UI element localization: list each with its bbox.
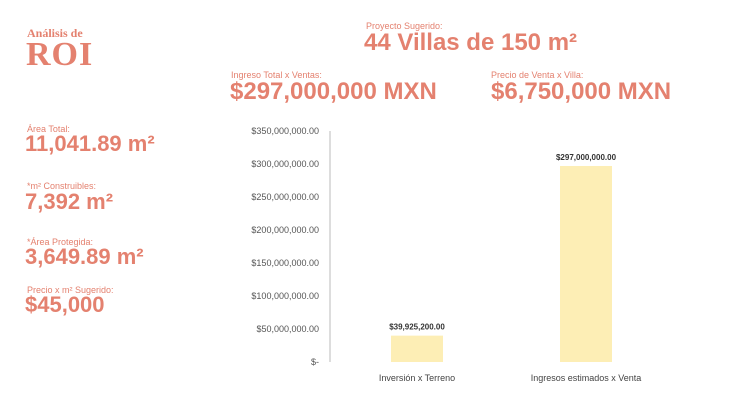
bar-data-label: $297,000,000.00 (556, 153, 617, 162)
roi-title: ROI (26, 36, 94, 73)
y-tick-label: $150,000,000.00 (251, 258, 319, 268)
protected-area-label: *Área Protegida: (27, 237, 94, 247)
y-tick-label: $200,000,000.00 (251, 225, 319, 235)
price-per-m2-label: Precio x m² Sugerido: (27, 285, 114, 295)
y-tick-label: $300,000,000.00 (251, 159, 319, 169)
project-value: 44 Villas de 150 m² (364, 29, 578, 56)
bar (391, 335, 443, 362)
price-per-m2-value: $45,000 (25, 292, 105, 317)
protected-area-value: 3,649.89 m² (25, 244, 144, 269)
price-label: Precio de Venta x Villa: (491, 70, 584, 80)
bar (560, 165, 612, 362)
buildable-area-value: 7,392 m² (25, 189, 114, 214)
y-tick-label: $- (311, 357, 319, 367)
y-tick-label: $50,000,000.00 (256, 324, 319, 334)
x-category-label: Ingresos estimados x Venta (531, 373, 642, 383)
y-tick-label: $250,000,000.00 (251, 192, 319, 202)
income-label: Ingreso Total x Ventas: (231, 70, 322, 80)
y-tick-label: $100,000,000.00 (251, 291, 319, 301)
total-area-value: 11,041.89 m² (25, 131, 155, 156)
roi-subtitle: Análisis de (27, 26, 83, 40)
bar-data-label: $39,925,200.00 (389, 323, 445, 332)
total-area-label: Área Total: (27, 124, 70, 134)
project-label: Proyecto Sugerido: (366, 21, 443, 31)
income-value: $297,000,000 MXN (230, 78, 437, 105)
y-tick-label: $350,000,000.00 (251, 126, 319, 136)
x-category-label: Inversión x Terreno (379, 373, 455, 383)
buildable-area-label: *m² Construibles: (27, 181, 97, 191)
price-value: $6,750,000 MXN (491, 78, 672, 105)
